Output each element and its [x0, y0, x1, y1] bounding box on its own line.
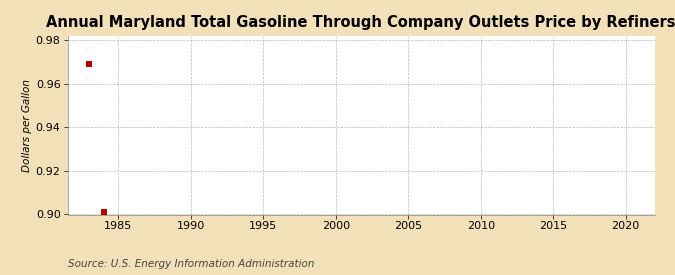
Point — [84, 62, 95, 66]
Text: Source: U.S. Energy Information Administration: Source: U.S. Energy Information Administ… — [68, 259, 314, 269]
Y-axis label: Dollars per Gallon: Dollars per Gallon — [22, 79, 32, 172]
Point — [99, 210, 109, 214]
Title: Annual Maryland Total Gasoline Through Company Outlets Price by Refiners: Annual Maryland Total Gasoline Through C… — [47, 15, 675, 31]
